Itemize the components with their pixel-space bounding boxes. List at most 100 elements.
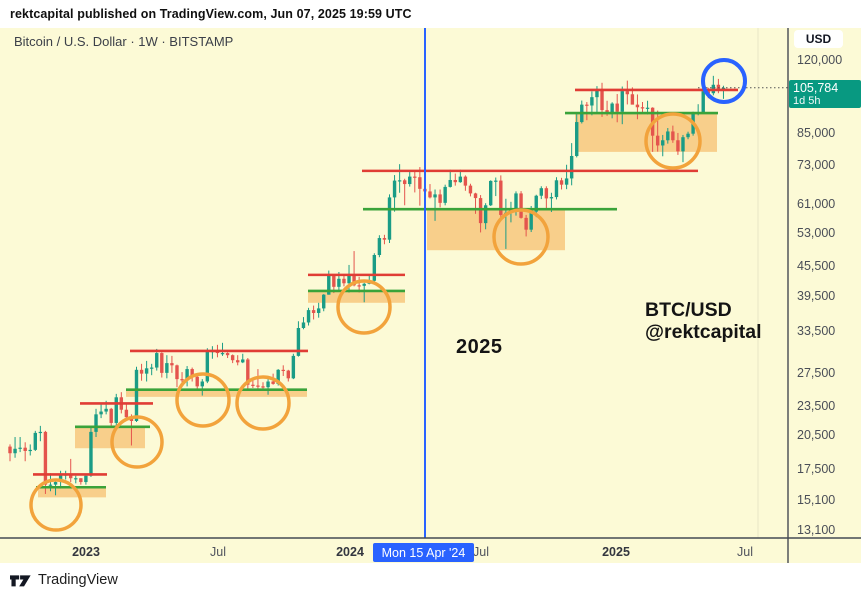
- candle-body: [418, 177, 422, 189]
- candle-body: [58, 474, 63, 483]
- candle-body: [246, 359, 250, 385]
- candle-body: [155, 353, 159, 368]
- candle-body: [99, 411, 103, 415]
- candle-body: [195, 376, 199, 387]
- candle-body: [458, 176, 463, 183]
- candle-body: [357, 285, 361, 287]
- candle-body: [149, 367, 154, 369]
- demand-zone: [75, 426, 145, 449]
- candle-body: [635, 104, 640, 108]
- currency-button[interactable]: USD: [794, 30, 843, 48]
- current-price: 105,784: [793, 81, 839, 95]
- price-tick-label: 85,000: [797, 126, 836, 141]
- tradingview-logo-icon[interactable]: [10, 572, 32, 588]
- price-tick-label: 27,500: [797, 365, 836, 380]
- candle-body: [595, 90, 599, 98]
- candle-body: [144, 368, 149, 374]
- candle-body: [185, 369, 189, 380]
- candle-body: [175, 365, 179, 380]
- candle-body: [43, 431, 48, 485]
- candle-body: [281, 369, 285, 372]
- candle-body: [190, 369, 194, 377]
- candle-body: [473, 193, 478, 199]
- candle-body: [605, 110, 609, 113]
- candle-body: [529, 211, 533, 230]
- candle-body: [124, 409, 129, 418]
- candle-body: [554, 180, 559, 198]
- candle-body: [38, 431, 43, 434]
- candle-body: [413, 176, 417, 178]
- candle-body: [286, 370, 290, 379]
- candle-body: [448, 179, 452, 187]
- candle-body: [266, 381, 270, 388]
- candle-body: [478, 198, 483, 224]
- footer: TradingView: [10, 572, 118, 588]
- retest-circle: [29, 478, 83, 532]
- price-tick-label: 20,500: [797, 427, 836, 442]
- candle-body: [84, 475, 88, 483]
- candle-body: [610, 103, 614, 113]
- retest-circle: [235, 375, 291, 431]
- candle-body: [676, 140, 680, 152]
- watermark-handle: @rektcapital: [645, 321, 762, 343]
- candle-body: [134, 369, 139, 421]
- candle-body: [53, 482, 58, 485]
- candle-body: [251, 384, 255, 386]
- candle-body: [539, 188, 543, 196]
- candle-body: [48, 484, 53, 486]
- price-tick-label: 33,500: [797, 323, 836, 338]
- candle-body: [402, 180, 407, 185]
- candle-body: [94, 414, 98, 432]
- candle-body: [534, 195, 538, 212]
- retest-circle: [175, 372, 231, 428]
- candle-body: [443, 186, 447, 203]
- candle-body: [397, 180, 402, 182]
- price-tick-label: 120,000: [797, 53, 843, 67]
- candle-body: [655, 135, 660, 146]
- candle-body: [686, 133, 690, 138]
- attribution-text: rektcapital published on TradingView.com…: [10, 7, 412, 21]
- price-tick-label: 53,000: [797, 226, 836, 241]
- candle-body: [139, 369, 144, 374]
- tradingview-logo-text[interactable]: TradingView: [38, 572, 118, 588]
- candle-body: [483, 205, 488, 224]
- candle-body: [337, 278, 341, 287]
- time-tick-label: 2023: [72, 545, 100, 559]
- time-tick-label: Jul: [473, 545, 489, 559]
- candle-body: [261, 386, 265, 388]
- demand-zone: [38, 487, 106, 498]
- time-tick-label: Jul: [210, 545, 226, 559]
- candle-body: [296, 327, 301, 356]
- watermark: BTC/USD @rektcapital: [645, 299, 762, 343]
- candle-body: [569, 155, 574, 179]
- watermark-symbol: BTC/USD: [645, 299, 732, 321]
- candle-body: [519, 193, 523, 218]
- candle-body: [322, 294, 326, 309]
- candle-body: [79, 478, 83, 483]
- candle-body: [681, 137, 685, 152]
- price-tick-label: 73,000: [797, 158, 836, 173]
- candle-body: [23, 447, 27, 451]
- candle-body: [342, 278, 346, 284]
- symbol-title: Bitcoin / U.S. Dollar · 1W · BITSTAMP: [14, 34, 234, 49]
- candle-body: [316, 308, 321, 313]
- candle-body: [225, 353, 230, 356]
- time-tick-label: 2024: [336, 545, 364, 559]
- candle-body: [332, 274, 336, 287]
- candle-body: [114, 397, 118, 423]
- candle-body: [671, 131, 675, 141]
- candle-body: [590, 97, 594, 106]
- price-tick-label: 15,100: [797, 492, 836, 507]
- candle-body: [352, 274, 356, 286]
- candle-body: [276, 369, 280, 384]
- candle-body: [468, 185, 473, 194]
- candle-body: [494, 180, 498, 182]
- candle-body: [377, 238, 382, 256]
- candle-body: [640, 107, 645, 109]
- breakout-circle: [701, 58, 747, 104]
- candle-body: [564, 178, 569, 185]
- candle-body: [666, 131, 670, 141]
- candle-body: [382, 238, 387, 240]
